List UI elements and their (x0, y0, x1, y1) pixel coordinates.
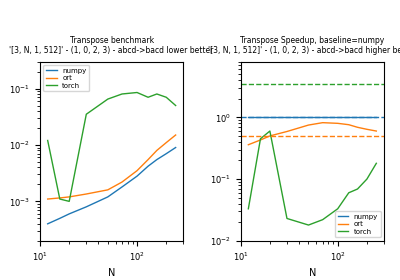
numpy (306, 116, 311, 119)
torch (284, 217, 289, 220)
numpy (67, 212, 72, 216)
ort (173, 133, 178, 137)
numpy (355, 116, 360, 119)
torch (374, 162, 379, 165)
numpy (120, 185, 124, 189)
numpy (84, 205, 89, 209)
Legend: numpy, ort, torch: numpy, ort, torch (44, 65, 89, 91)
numpy (146, 165, 150, 168)
numpy (268, 116, 272, 119)
numpy (258, 116, 263, 119)
torch (146, 95, 150, 99)
ort (45, 197, 50, 201)
numpy (45, 222, 50, 225)
torch (335, 207, 340, 211)
Line: torch: torch (248, 131, 376, 225)
torch (306, 223, 311, 227)
torch (258, 137, 263, 141)
ort (120, 180, 124, 184)
ort (306, 123, 311, 127)
numpy (284, 116, 289, 119)
torch (246, 207, 251, 211)
numpy (135, 174, 140, 178)
numpy (154, 158, 159, 161)
ort (246, 143, 251, 146)
numpy (58, 217, 62, 220)
ort (268, 134, 272, 137)
ort (84, 192, 89, 196)
ort (135, 169, 140, 172)
Line: ort: ort (48, 135, 176, 199)
X-axis label: N: N (309, 269, 316, 279)
ort (320, 121, 325, 124)
torch (320, 218, 325, 221)
ort (355, 126, 360, 129)
torch (67, 200, 72, 203)
numpy (164, 152, 169, 155)
torch (268, 129, 272, 133)
numpy (374, 116, 379, 119)
numpy (246, 116, 251, 119)
ort (335, 122, 340, 125)
torch (106, 97, 110, 101)
torch (173, 104, 178, 107)
ort (258, 138, 263, 142)
torch (164, 95, 169, 99)
torch (154, 92, 159, 96)
ort (164, 141, 169, 144)
ort (364, 128, 369, 131)
Title: Transpose benchmark
'[3, N, 1, 512]' - (1, 0, 2, 3) - abcd->bacd lower better: Transpose benchmark '[3, N, 1, 512]' - (… (10, 36, 214, 55)
torch (355, 187, 360, 191)
Line: ort: ort (248, 123, 376, 145)
torch (84, 113, 89, 116)
torch (45, 139, 50, 142)
numpy (320, 116, 325, 119)
torch (364, 178, 369, 181)
ort (284, 130, 289, 133)
ort (154, 149, 159, 152)
Line: numpy: numpy (48, 148, 176, 224)
torch (120, 92, 124, 96)
ort (146, 158, 150, 161)
ort (106, 188, 110, 192)
Line: torch: torch (48, 92, 176, 201)
torch (135, 91, 140, 94)
ort (346, 123, 351, 126)
numpy (335, 116, 340, 119)
numpy (364, 116, 369, 119)
ort (374, 129, 379, 133)
ort (58, 196, 62, 200)
Legend: numpy, ort, torch: numpy, ort, torch (335, 211, 380, 237)
ort (67, 195, 72, 199)
Title: Transpose Speedup, baseline=numpy
'[3, N, 1, 512]' - (1, 0, 2, 3) - abcd->bacd h: Transpose Speedup, baseline=numpy '[3, N… (208, 36, 400, 55)
numpy (173, 146, 178, 149)
numpy (106, 195, 110, 199)
X-axis label: N: N (108, 269, 115, 279)
torch (346, 191, 351, 194)
numpy (346, 116, 351, 119)
torch (58, 197, 62, 201)
